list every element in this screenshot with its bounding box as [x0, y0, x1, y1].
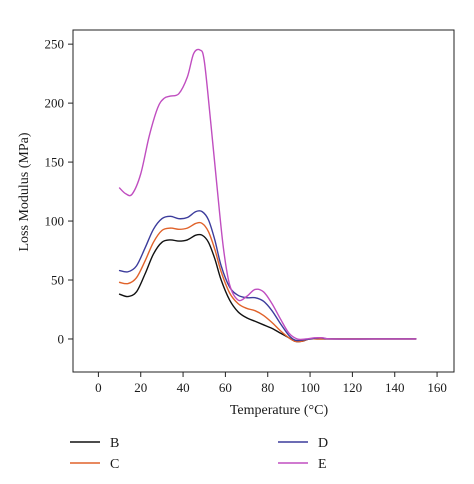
y-tick-label: 150 [45, 155, 65, 170]
series-line-e [118, 48, 417, 341]
legend: BC DE [70, 436, 328, 472]
y-axis-label: Loss Modulus (MPa) [17, 132, 32, 251]
y-tick-label: 200 [45, 96, 65, 111]
axis-ticks: 0 20 40 60 80 100 120 140 160 0 50 100 150 200 250 [45, 37, 447, 395]
y-tick-label: 50 [51, 273, 64, 288]
x-tick-label: 160 [427, 380, 447, 395]
series-line-c [118, 221, 417, 343]
x-tick-label: 140 [385, 380, 405, 395]
legend-label-b: B [110, 436, 119, 451]
x-axis-label: Temperature (°C) [230, 403, 329, 418]
x-tick-label: 20 [134, 380, 147, 395]
x-tick-label: 60 [219, 380, 232, 395]
legend-label-c: C [110, 457, 119, 472]
x-tick-label: 80 [261, 380, 274, 395]
y-tick-label: 250 [45, 37, 65, 52]
legend-label-e: E [318, 457, 327, 472]
y-tick-label: 100 [45, 214, 65, 229]
x-tick-label: 100 [300, 380, 320, 395]
x-tick-label: 0 [95, 380, 102, 395]
plot-frame [72, 29, 455, 373]
y-tick-label: 0 [58, 331, 65, 346]
legend-label-d: D [318, 436, 328, 451]
series-layer [118, 48, 417, 343]
x-tick-label: 40 [177, 380, 190, 395]
plot-border [72, 29, 455, 373]
x-tick-label: 120 [343, 380, 363, 395]
